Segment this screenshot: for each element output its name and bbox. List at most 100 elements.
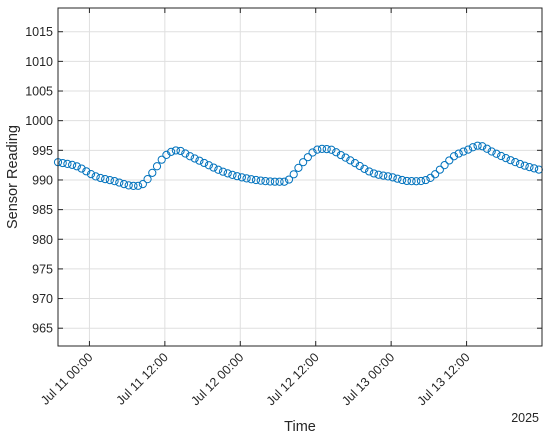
data-point [350, 158, 360, 168]
data-point [129, 181, 138, 190]
data-point [105, 175, 114, 185]
data-point [299, 158, 308, 167]
y-tick-label: 975 [32, 262, 53, 276]
y-tick-label: 1010 [25, 55, 53, 69]
data-point [464, 145, 473, 154]
data-point [383, 172, 393, 181]
data-point [440, 161, 449, 170]
x-tick-label: Jul 13 12:00 [415, 350, 473, 408]
plot-background [58, 8, 542, 346]
data-point [530, 164, 539, 173]
data-point [124, 181, 133, 190]
data-point [332, 148, 341, 157]
data-point [63, 159, 72, 168]
data-point [398, 175, 407, 185]
x-tick-label: Jul 11 00:00 [38, 350, 95, 407]
data-point [72, 162, 81, 171]
data-point [119, 180, 129, 189]
x-axis-label: Time [284, 419, 316, 435]
data-point [468, 143, 477, 152]
axis-ticks [58, 8, 542, 346]
data-point [303, 153, 312, 162]
y-tick-label: 970 [32, 292, 53, 306]
data-point [242, 174, 251, 183]
data-point [280, 177, 289, 186]
data-point [473, 141, 482, 150]
data-points [53, 141, 543, 190]
y-tick-label: 965 [32, 322, 53, 336]
data-point [214, 165, 223, 174]
data-point [152, 162, 162, 171]
data-point [515, 159, 525, 169]
data-point [317, 144, 327, 154]
data-point [190, 154, 199, 163]
data-point [355, 161, 364, 171]
data-point [176, 146, 185, 156]
data-point [459, 147, 468, 156]
x-tick-label: Jul 12 12:00 [264, 350, 322, 408]
x-tick-label: Jul 11 12:00 [114, 350, 171, 407]
data-point [167, 147, 176, 156]
data-point [327, 145, 336, 154]
data-point [435, 165, 444, 174]
data-point [336, 150, 345, 160]
data-point [369, 169, 378, 178]
data-point [237, 173, 246, 182]
data-point [261, 177, 270, 186]
data-point [68, 160, 77, 169]
data-point [181, 149, 190, 158]
data-point [185, 152, 195, 161]
data-point [374, 170, 383, 179]
data-point [148, 168, 157, 177]
data-point [266, 177, 275, 186]
data-point [157, 155, 166, 164]
data-point [525, 162, 534, 172]
plot-frame [57, 7, 543, 347]
data-point [233, 172, 242, 181]
y-tick-label: 1015 [25, 25, 53, 39]
data-point [294, 163, 303, 172]
data-point [520, 161, 529, 170]
data-point [487, 147, 496, 156]
data-point [82, 167, 91, 176]
data-point [449, 152, 459, 161]
data-point [86, 170, 96, 179]
data-point [110, 177, 119, 186]
data-point [143, 175, 152, 184]
data-point [247, 175, 256, 184]
y-tick-label: 985 [32, 203, 53, 217]
data-point [511, 158, 520, 167]
y-tick-label: 980 [32, 233, 53, 247]
x-tick-label: Jul 13 00:00 [339, 350, 397, 408]
year-label: 2025 [511, 411, 539, 425]
data-point [256, 176, 265, 185]
data-point [506, 156, 515, 165]
data-point [431, 170, 440, 179]
data-point [101, 175, 110, 184]
data-point [412, 177, 421, 186]
y-tick-label: 990 [32, 173, 53, 187]
data-point [77, 164, 86, 173]
data-point [200, 158, 209, 168]
data-point [497, 151, 506, 161]
data-point [284, 175, 294, 184]
data-point [209, 163, 218, 172]
data-point [58, 158, 67, 168]
data-point [501, 154, 510, 163]
data-point [171, 146, 180, 155]
data-point [388, 173, 397, 182]
data-point [134, 181, 143, 190]
data-point [204, 161, 213, 170]
data-point [218, 167, 228, 176]
data-point [313, 145, 322, 154]
data-point [360, 164, 369, 173]
data-point [91, 172, 100, 181]
data-point [445, 156, 454, 165]
y-axis-label: Sensor Reading [5, 125, 21, 229]
data-point [115, 178, 124, 187]
data-point [478, 142, 487, 151]
data-point [402, 176, 411, 186]
x-tick-labels: Jul 11 00:00 Jul 11 12:00 Jul 12 00:00 Jul … [38, 350, 473, 408]
data-point [482, 144, 492, 153]
